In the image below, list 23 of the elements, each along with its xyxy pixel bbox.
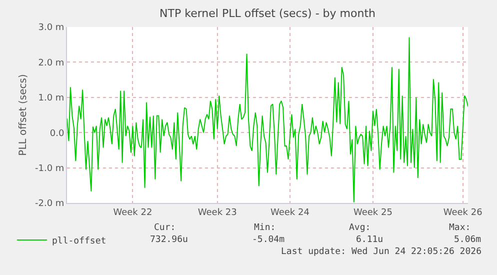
text: Min: (254, 223, 276, 233)
x-tick-label: Week 26 (443, 208, 483, 218)
x-tick-label: Week 22 (113, 208, 152, 218)
x-tick-label: Week 23 (198, 208, 237, 218)
text: Last update: Wed Jun 24 22:05:26 2026 (281, 247, 482, 257)
x-tick-label: Week 25 (353, 208, 392, 218)
text: Max: (449, 223, 471, 233)
legend-label: pll-offset (52, 236, 106, 247)
text: 6.11u (356, 235, 384, 245)
text: Avg: (349, 223, 371, 233)
y-tick-label: 3.0 m (38, 23, 64, 34)
x-tick-label: Week 24 (270, 208, 310, 218)
y-tick-label: 1.0 m (38, 94, 64, 104)
y-axis-title: PLL offset (secs) (18, 74, 29, 156)
text: -5.04m (252, 235, 285, 245)
chart-title: NTP kernel PLL offset (secs) - by month (160, 6, 376, 20)
text: Cur: (154, 223, 176, 233)
y-tick-label: -2.0 m (34, 199, 64, 210)
text: 5.06m (454, 235, 482, 245)
y-tick-label: 0.0 (50, 128, 64, 139)
text: 732.96u (150, 235, 188, 245)
y-tick-label: -1.0 m (34, 164, 64, 174)
y-tick-label: 2.0 m (38, 58, 64, 68)
